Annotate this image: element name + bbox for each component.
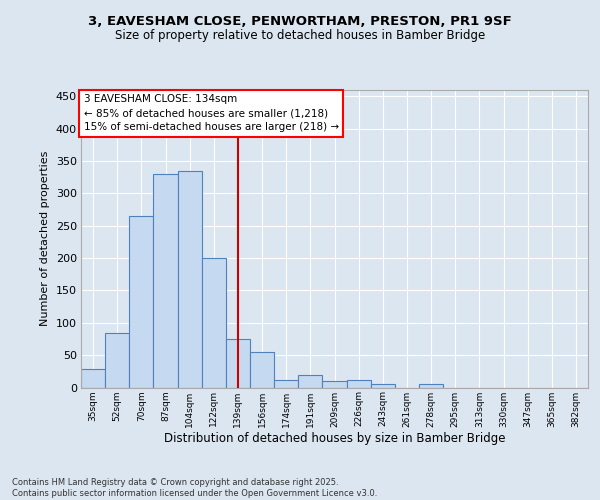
Bar (322, 381, 347, 388)
Bar (105, 332, 129, 388)
Bar (178, 171, 202, 388)
X-axis label: Distribution of detached houses by size in Bamber Bridge: Distribution of detached houses by size … (164, 432, 505, 445)
Text: 3, EAVESHAM CLOSE, PENWORTHAM, PRESTON, PR1 9SF: 3, EAVESHAM CLOSE, PENWORTHAM, PRESTON, … (88, 15, 512, 28)
Bar (274, 380, 298, 388)
Bar (419, 384, 443, 388)
Bar (250, 352, 274, 388)
Bar (347, 380, 371, 388)
Bar (202, 258, 226, 388)
Bar (154, 174, 178, 388)
Bar (371, 384, 395, 388)
Bar (226, 339, 250, 388)
Bar (129, 216, 154, 388)
Bar (81, 370, 105, 388)
Text: 3 EAVESHAM CLOSE: 134sqm
← 85% of detached houses are smaller (1,218)
15% of sem: 3 EAVESHAM CLOSE: 134sqm ← 85% of detach… (83, 94, 338, 132)
Text: Size of property relative to detached houses in Bamber Bridge: Size of property relative to detached ho… (115, 28, 485, 42)
Y-axis label: Number of detached properties: Number of detached properties (40, 151, 50, 326)
Bar (298, 374, 322, 388)
Text: Contains HM Land Registry data © Crown copyright and database right 2025.
Contai: Contains HM Land Registry data © Crown c… (12, 478, 377, 498)
